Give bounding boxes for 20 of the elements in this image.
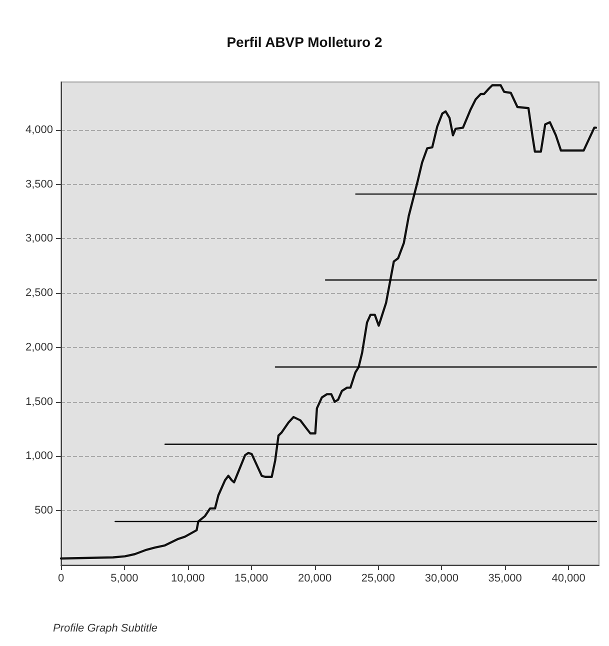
y-tick-label: 3,000 (25, 232, 53, 245)
y-tick-label: 2,500 (25, 287, 53, 300)
y-tick-label: 2,000 (25, 341, 53, 354)
line-series (60, 84, 598, 560)
x-tick-label: 30,000 (424, 572, 458, 584)
x-tick-label: 20,000 (298, 572, 332, 584)
chart-title: Perfil ABVP Molleturo 2 (226, 34, 383, 50)
x-tick-label: 15,000 (234, 572, 268, 584)
x-tick-label: 10,000 (171, 572, 205, 584)
x-tick-label: 0 (58, 572, 64, 584)
y-tick-label: 500 (34, 504, 53, 517)
x-tick-label: 40,000 (552, 572, 586, 584)
y-tick-label: 4,000 (25, 124, 53, 136)
y-tick-label: 3,500 (25, 178, 53, 190)
text: Profile Graph Subtitle (53, 622, 158, 634)
x-tick-label: 5,000 (110, 572, 138, 584)
x-tick-label: 25,000 (361, 572, 396, 584)
y-tick-label: 1,500 (25, 396, 53, 408)
y-tick-label: 1,000 (25, 450, 53, 462)
x-tick-label: 35,000 (488, 572, 522, 584)
